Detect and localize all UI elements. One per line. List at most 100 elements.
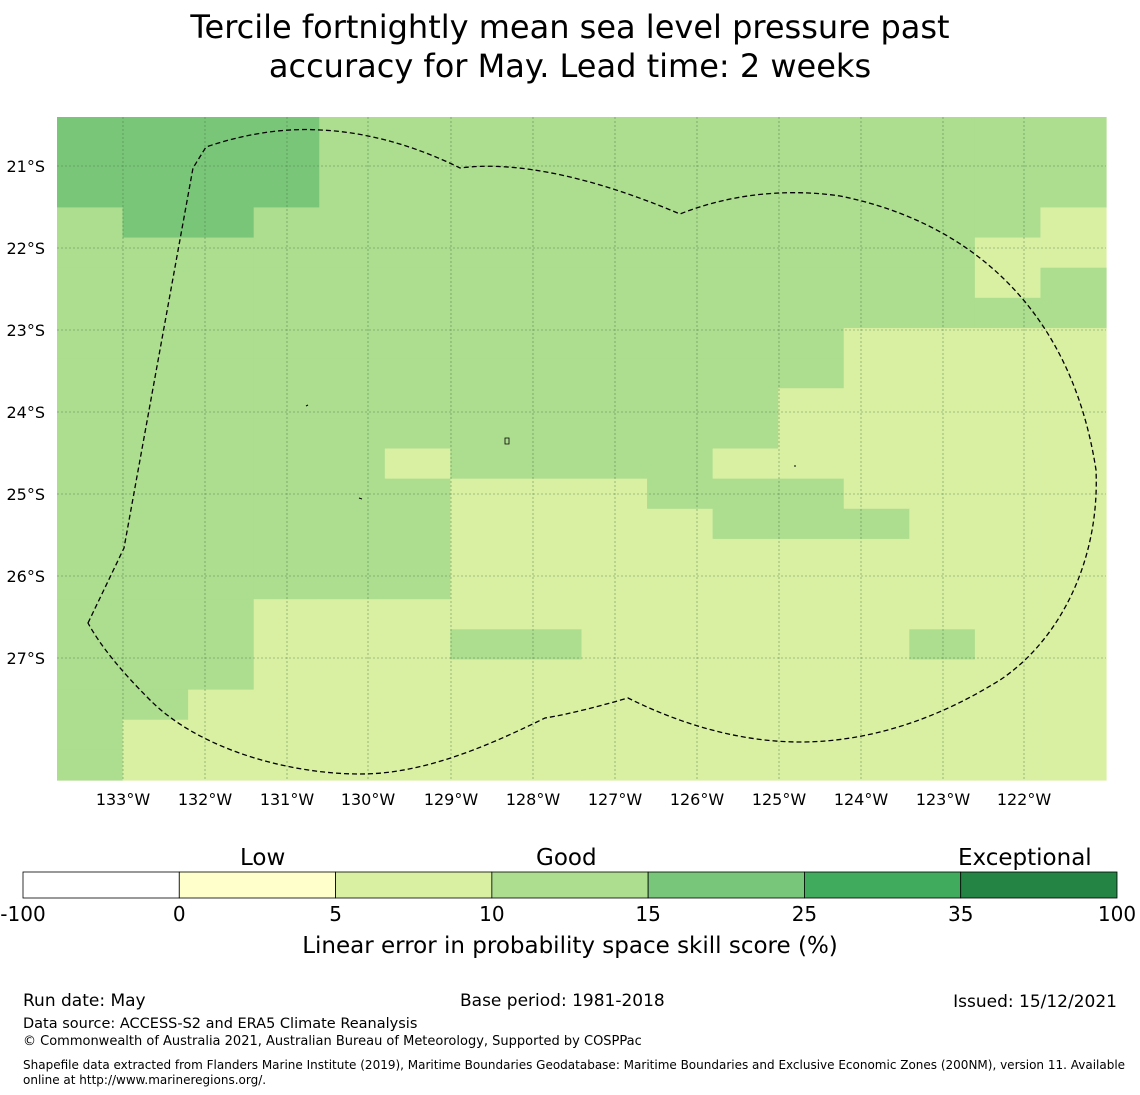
grid-cell [57, 659, 124, 691]
grid-cell [57, 448, 124, 480]
grid-cell [122, 147, 189, 178]
grid-cell [647, 538, 714, 570]
grid-cell [909, 147, 976, 178]
grid-cell [515, 719, 583, 751]
grid-cell [843, 629, 910, 661]
grid-cell [384, 388, 451, 419]
grid-cell [384, 147, 451, 178]
colorbar-tick-label: 0 [172, 902, 186, 926]
grid-cell [712, 629, 779, 661]
colorbar-title: Linear error in probability space skill … [302, 933, 838, 959]
colorbar-tick-label: -100 [0, 902, 46, 926]
island-outline [504, 437, 510, 445]
grid-cell [1040, 297, 1107, 329]
grid-cell [909, 207, 976, 239]
grid-cell [778, 327, 845, 359]
grid-cell [843, 207, 910, 239]
grid-cell [581, 599, 648, 630]
grid-cell [1040, 689, 1107, 721]
latitude-label: 26°S [6, 567, 45, 586]
grid-cell [57, 237, 124, 269]
grid-cell [515, 207, 583, 239]
eez-boundary [87, 128, 1097, 775]
grid-cell [1040, 599, 1107, 630]
grid-cell [319, 297, 386, 329]
grid-cell [122, 297, 189, 329]
grid-cell [319, 599, 386, 630]
grid-cell [843, 569, 910, 600]
grid-cell [1040, 508, 1107, 540]
colorbar-segment [804, 871, 962, 899]
map-title: Tercile fortnightly mean sea level press… [0, 8, 1140, 86]
grid-cell [974, 237, 1042, 269]
grid-cell [57, 538, 124, 570]
grid-cell [188, 297, 255, 329]
grid-cell [974, 538, 1042, 570]
grid-cell [515, 388, 583, 419]
grid-cell [450, 177, 517, 209]
grid-cell [843, 538, 910, 570]
grid-cell [647, 207, 714, 239]
grid-cell [647, 117, 714, 148]
grid-cell [1040, 719, 1107, 751]
grid-cell [712, 327, 779, 359]
grid-cell [57, 629, 124, 661]
grid-cell [909, 117, 976, 148]
grid-cell [909, 569, 976, 600]
colorbar-tick-label: 10 [479, 902, 505, 926]
longitude-label: 126°W [670, 790, 725, 809]
island-outline [305, 404, 309, 407]
graticule [57, 117, 1106, 780]
grid-cell [647, 599, 714, 630]
grid-cell [778, 418, 845, 450]
grid-cell [319, 117, 386, 148]
grid-cell [515, 117, 583, 148]
grid-cell [57, 689, 124, 721]
grid-cell [188, 689, 255, 721]
grid-cell [384, 719, 451, 751]
grid-cell [778, 659, 845, 691]
grid-cell [647, 418, 714, 450]
grid-cell [319, 177, 386, 209]
grid-cell [581, 448, 648, 480]
grid-cell [319, 237, 386, 269]
grid-cell [712, 358, 779, 389]
grid-cell [384, 508, 451, 540]
colorbar [22, 871, 1118, 899]
grid-cell [778, 177, 845, 209]
grid-cell [122, 629, 189, 661]
grid-cell [778, 388, 845, 419]
colorbar-category-exceptional: Exceptional [958, 845, 1092, 871]
grid-cell [122, 508, 189, 540]
grid-cell [909, 267, 976, 299]
grid-cell [974, 478, 1042, 510]
grid-cell [515, 659, 583, 691]
grid-cell [122, 207, 189, 239]
grid-cell [450, 689, 517, 721]
shapefile-attribution: Shapefile data extracted from Flanders M… [23, 1058, 1126, 1087]
grid-cell [515, 629, 583, 661]
latitude-label: 23°S [6, 321, 45, 340]
grid-cell [450, 719, 517, 751]
grid-cell [647, 659, 714, 691]
grid-cell [1040, 267, 1107, 299]
grid-cell [57, 599, 124, 630]
grid-cell [122, 599, 189, 630]
grid-cell [1040, 629, 1107, 661]
longitude-label: 123°W [916, 790, 971, 809]
grid-cell [450, 327, 517, 359]
colorbar-segment [491, 871, 649, 899]
grid-cell [909, 448, 976, 480]
grid-cell [188, 659, 255, 691]
grid-cell [712, 207, 779, 239]
grid-cell [515, 749, 583, 781]
grid-cell [712, 719, 779, 751]
grid-cell [384, 297, 451, 329]
grid-cell [515, 569, 583, 600]
colorbar-segment [22, 871, 180, 899]
grid-cell [57, 147, 124, 178]
grid-cell [843, 659, 910, 691]
grid-cell [57, 418, 124, 450]
grid-cell [778, 297, 845, 329]
grid-cell [384, 418, 451, 450]
